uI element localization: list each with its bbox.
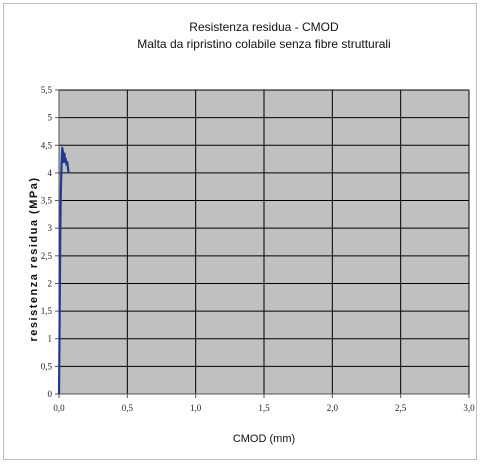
y-tick-label: 4,5 <box>41 140 53 150</box>
y-axis-label: resistenza residua (MPa) <box>28 177 40 342</box>
chart-subtitle: Malta da ripristino colabile senza fibre… <box>137 37 390 51</box>
x-tick-label: 1,0 <box>190 403 202 413</box>
series-line <box>57 146 70 395</box>
chart-frame: Resistenza residua - CMOD Malta da ripri… <box>3 3 477 460</box>
x-tick-label: 3,0 <box>463 403 475 413</box>
y-tick-label: 4 <box>48 168 53 178</box>
y-tick-label: 5,5 <box>41 85 53 95</box>
x-tick-label: 2,0 <box>327 403 339 413</box>
y-tick-label: 0,5 <box>41 361 53 371</box>
y-tick-label: 1,5 <box>41 306 53 316</box>
y-tick-label: 1 <box>48 334 53 344</box>
y-tick-label: 3 <box>48 223 53 233</box>
y-tick-label: 2 <box>48 278 53 288</box>
y-tick-label: 0 <box>48 389 53 399</box>
x-tick-label: 0,5 <box>122 403 134 413</box>
chart-title: Resistenza residua - CMOD <box>189 20 339 34</box>
x-tick-label: 1,5 <box>258 403 270 413</box>
line-chart: Resistenza residua - CMOD Malta da ripri… <box>28 20 475 445</box>
y-tick-label: 2,5 <box>41 251 53 261</box>
y-tick-label: 5 <box>48 113 53 123</box>
x-axis-label: CMOD (mm) <box>233 433 295 445</box>
y-tick-label: 3,5 <box>41 196 53 206</box>
x-tick-label: 2,5 <box>395 403 407 413</box>
x-tick-label: 0,0 <box>53 403 65 413</box>
